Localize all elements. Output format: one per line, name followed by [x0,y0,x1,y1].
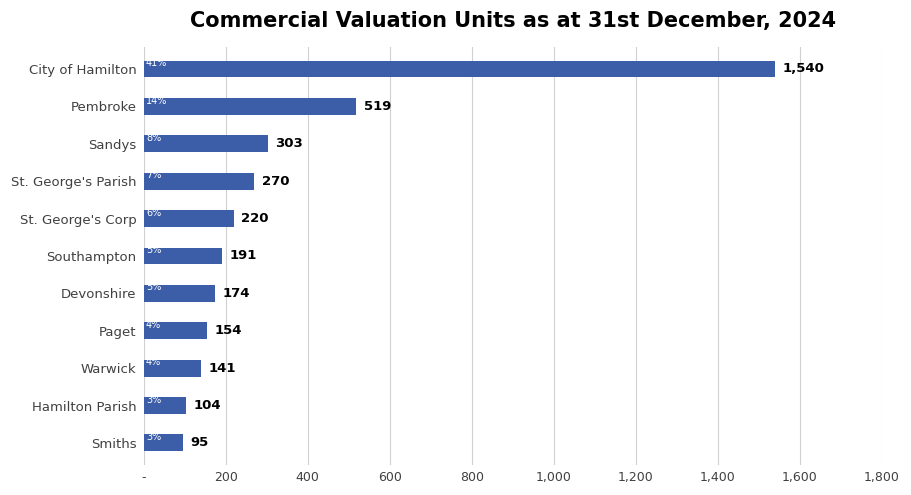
Text: 1,540: 1,540 [783,62,824,76]
Text: 303: 303 [275,137,303,150]
Bar [144,135,268,152]
Text: 191: 191 [230,249,257,262]
Text: 5%: 5% [146,245,161,255]
Text: 7%: 7% [146,170,161,180]
Text: 41%: 41% [146,58,168,68]
Text: 141: 141 [209,362,236,375]
Text: 270: 270 [261,175,289,188]
Text: 3%: 3% [146,395,161,405]
Bar [144,248,222,264]
Bar [144,285,215,302]
Text: 5%: 5% [146,283,161,293]
Bar [144,98,356,115]
Text: 8%: 8% [146,133,161,143]
Text: 4%: 4% [146,320,161,330]
Bar [144,360,201,377]
Text: 6%: 6% [146,208,161,218]
Text: 14%: 14% [146,96,168,105]
Bar [144,322,207,339]
Bar [144,210,234,227]
Bar [144,173,254,190]
Text: 220: 220 [241,212,269,225]
Text: 154: 154 [214,324,241,337]
Text: 95: 95 [189,437,208,449]
Text: 3%: 3% [146,432,161,442]
Text: 174: 174 [222,287,250,300]
Bar [144,60,775,77]
Text: 4%: 4% [146,357,161,367]
Text: 519: 519 [363,100,391,113]
Bar [144,397,186,414]
Text: 104: 104 [194,399,221,412]
Bar [144,435,182,451]
Title: Commercial Valuation Units as at 31st December, 2024: Commercial Valuation Units as at 31st De… [189,11,835,31]
